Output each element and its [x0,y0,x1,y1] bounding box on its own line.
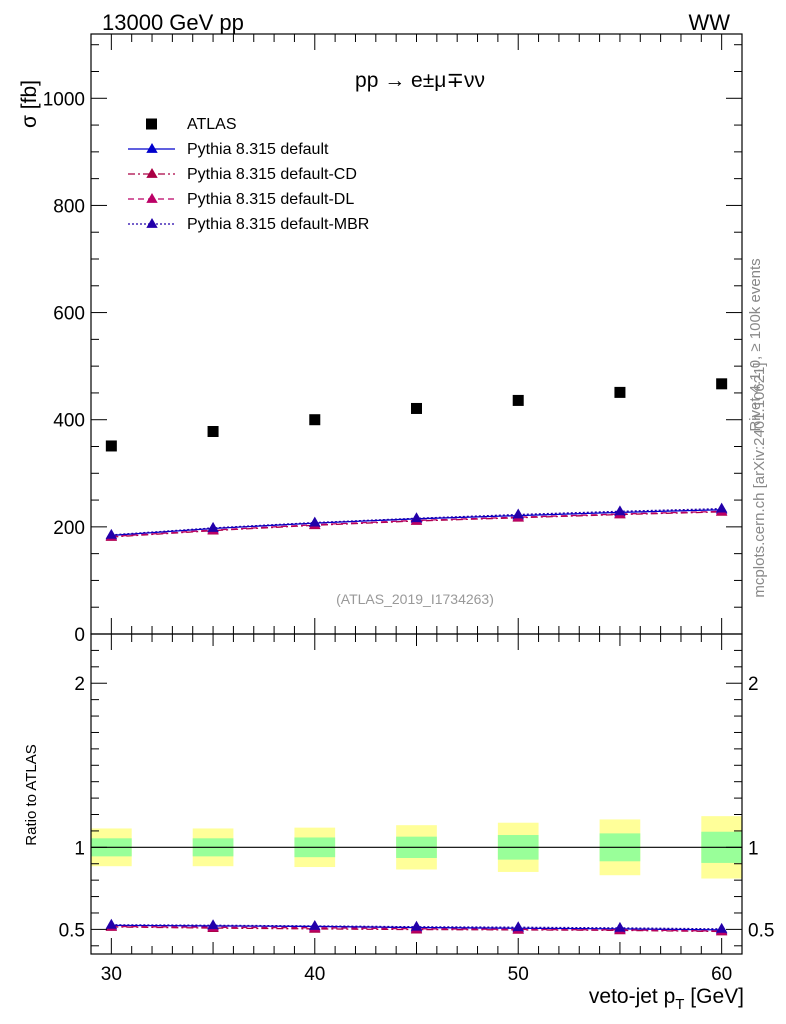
x-axis-label-unit: [GeV] [684,985,744,1008]
ratio-xtick-label: 40 [304,964,325,985]
header-right: WW [688,10,730,35]
atlas-data-point [207,426,219,437]
series-marker-mbr [309,516,321,527]
legend-marker-dl [146,193,158,203]
ratio-ytick-label-right: 0.5 [748,920,774,941]
ratio-ytick-label-right: 1 [748,838,759,859]
x-axis-label: veto-jet pT [GeV] [589,985,744,1013]
atlas-data-point [309,414,321,426]
legend-marker-atlas [146,118,157,130]
ratio-ytick-label-left: 0.5 [59,920,85,941]
legend-marker-default [146,143,158,153]
ratio-marker-mbr [410,920,423,931]
atlas-data-point [614,386,626,398]
ratio-ytick-label-left: 1 [74,838,85,859]
x-axis-label-subscript: T [675,996,684,1013]
ratio-ylabel: Ratio to ATLAS [23,744,40,845]
side-label-rivet: Rivet 4.1.0, ≥ 100k events [747,258,764,431]
main-ylabel: σ [fb] [18,80,41,128]
main-panel: 0 200 400 600 800 1000 pp → e±μ∓νν (ATLAS_201… [18,33,743,646]
series-marker-mbr [105,528,118,539]
legend-label-cd: Pythia 8.315 default-CD [187,166,357,183]
ratio-marker-mbr [309,919,321,930]
legend-label-dl: Pythia 8.315 default-DL [187,191,354,208]
ratio-xtick-label: 30 [101,964,122,985]
ratio-marker-mbr [105,918,118,929]
series-marker-mbr [614,505,626,516]
main-ytick-label: 200 [53,518,85,539]
main-ytick-label: 400 [53,411,85,432]
main-ytick-label: 0 [74,625,85,646]
header-left: 13000 GeV pp [102,10,244,35]
legend-label-atlas: ATLAS [187,116,237,133]
ratio-ytick-label-left: 2 [74,674,85,695]
ratio-xtick-label: 50 [508,964,529,985]
legend-marker-mbr [146,218,158,228]
legend: ATLAS Pythia 8.315 default Pythia 8.315 de… [128,116,369,233]
series-marker-mbr [512,508,524,519]
ratio-marker-mbr [207,919,219,930]
ratio-marker-mbr [614,921,626,932]
main-ytick-label: 600 [53,304,85,325]
legend-marker-cd [146,168,158,178]
legend-label-default: Pythia 8.315 default [187,141,329,158]
ratio-xtick-label: 60 [711,964,732,985]
ratio-marker-mbr [512,921,524,932]
ratio-frame [90,633,743,955]
legend-label-mbr: Pythia 8.315 default-MBR [187,216,369,233]
series-marker-mbr [715,502,728,513]
main-ytick-label: 800 [53,196,85,217]
main-ytick-label: 1000 [43,89,85,110]
side-label-mcplots: mcplots.cern.ch [arXiv:2401.10621] [751,362,768,597]
series-marker-mbr [207,521,219,532]
ratio-panel: 0.5 0.5 1 1 2 2 30 40 50 60 Ratio to ATLAS [23,633,774,985]
ratio-ytick-label-right: 2 [748,674,759,695]
atlas-data-point [716,378,728,390]
atlas-data-point [411,402,422,414]
series-marker-mbr [410,512,423,523]
main-title: pp → e±μ∓νν [355,69,485,92]
x-axis-label-part: veto-jet p [589,985,675,1008]
analysis-watermark: (ATLAS_2019_I1734263) [336,591,494,607]
atlas-data-point [105,440,117,452]
atlas-data-point [512,394,524,406]
ratio-marker-mbr [715,922,728,933]
